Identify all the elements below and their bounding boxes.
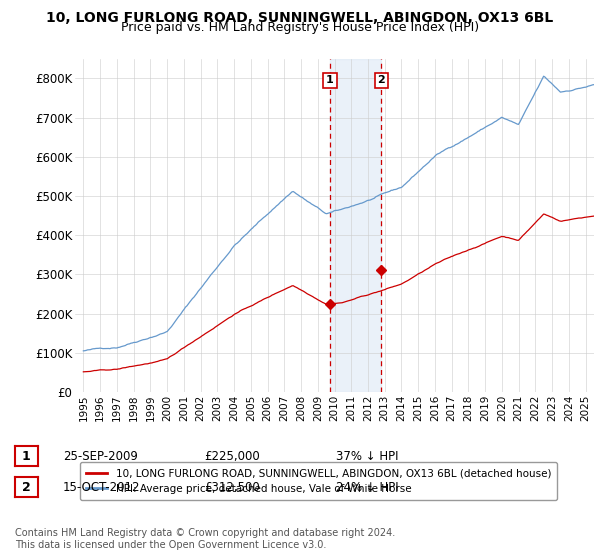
Text: 37% ↓ HPI: 37% ↓ HPI <box>336 450 398 463</box>
Text: 2: 2 <box>22 480 31 494</box>
Bar <box>330 59 381 392</box>
Text: Contains HM Land Registry data © Crown copyright and database right 2024.
This d: Contains HM Land Registry data © Crown c… <box>15 528 395 550</box>
Text: 1: 1 <box>22 450 31 463</box>
Text: 24% ↓ HPI: 24% ↓ HPI <box>336 480 398 494</box>
Text: £225,000: £225,000 <box>204 450 260 463</box>
Text: 2: 2 <box>377 76 385 86</box>
Text: 25-SEP-2009: 25-SEP-2009 <box>63 450 138 463</box>
Text: £312,500: £312,500 <box>204 480 260 494</box>
Text: 15-OCT-2012: 15-OCT-2012 <box>63 480 140 494</box>
Text: 1: 1 <box>326 76 334 86</box>
Text: 10, LONG FURLONG ROAD, SUNNINGWELL, ABINGDON, OX13 6BL: 10, LONG FURLONG ROAD, SUNNINGWELL, ABIN… <box>46 11 554 25</box>
Legend: 10, LONG FURLONG ROAD, SUNNINGWELL, ABINGDON, OX13 6BL (detached house), HPI: Av: 10, LONG FURLONG ROAD, SUNNINGWELL, ABIN… <box>80 462 557 500</box>
Text: Price paid vs. HM Land Registry's House Price Index (HPI): Price paid vs. HM Land Registry's House … <box>121 21 479 34</box>
